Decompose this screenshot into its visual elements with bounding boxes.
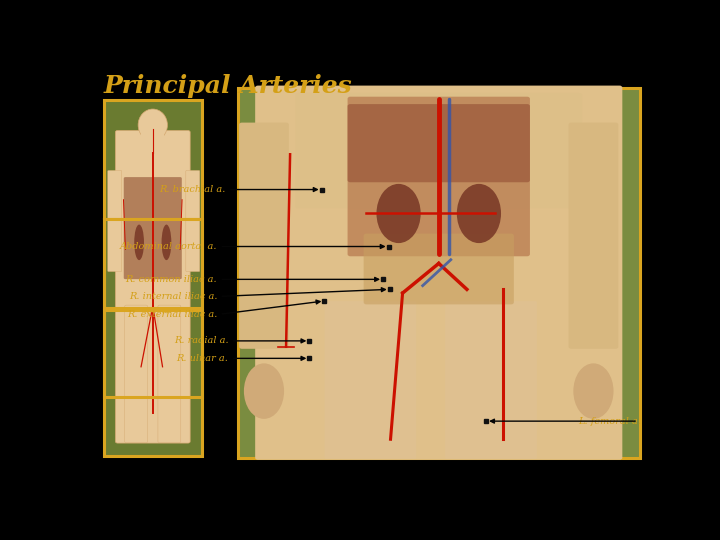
FancyBboxPatch shape	[125, 305, 148, 443]
Text: R. internal iliac a.: R. internal iliac a.	[129, 292, 217, 301]
Text: R. external iliac a.: R. external iliac a.	[127, 310, 217, 319]
Ellipse shape	[377, 184, 420, 243]
FancyBboxPatch shape	[348, 97, 530, 256]
Bar	[104, 100, 202, 456]
Text: R. radial a.: R. radial a.	[174, 336, 228, 346]
FancyBboxPatch shape	[364, 234, 514, 305]
Bar	[104, 310, 202, 397]
Bar	[104, 219, 202, 308]
FancyBboxPatch shape	[115, 131, 190, 443]
FancyBboxPatch shape	[569, 123, 618, 349]
FancyBboxPatch shape	[445, 301, 537, 459]
Text: R. ulnar a.: R. ulnar a.	[176, 354, 228, 363]
FancyBboxPatch shape	[325, 301, 416, 459]
FancyBboxPatch shape	[255, 85, 622, 460]
Text: R. common iliac a.: R. common iliac a.	[125, 275, 217, 284]
FancyBboxPatch shape	[108, 171, 122, 272]
Bar	[141, 125, 164, 146]
FancyBboxPatch shape	[124, 177, 181, 279]
Text: Abdominal aorta  a.: Abdominal aorta a.	[120, 242, 217, 251]
Bar	[238, 87, 639, 458]
FancyBboxPatch shape	[158, 305, 181, 443]
Ellipse shape	[134, 225, 144, 260]
Text: R. brachial a.: R. brachial a.	[159, 185, 225, 194]
FancyBboxPatch shape	[239, 123, 289, 349]
Ellipse shape	[573, 363, 613, 419]
Text: Principal Arteries: Principal Arteries	[104, 74, 353, 98]
Text: L. femoral a.: L. femoral a.	[577, 417, 641, 426]
FancyBboxPatch shape	[295, 93, 582, 208]
Ellipse shape	[456, 184, 501, 243]
Ellipse shape	[161, 225, 171, 260]
FancyBboxPatch shape	[186, 171, 199, 272]
Ellipse shape	[138, 109, 168, 141]
FancyBboxPatch shape	[348, 104, 530, 183]
Ellipse shape	[244, 363, 284, 419]
